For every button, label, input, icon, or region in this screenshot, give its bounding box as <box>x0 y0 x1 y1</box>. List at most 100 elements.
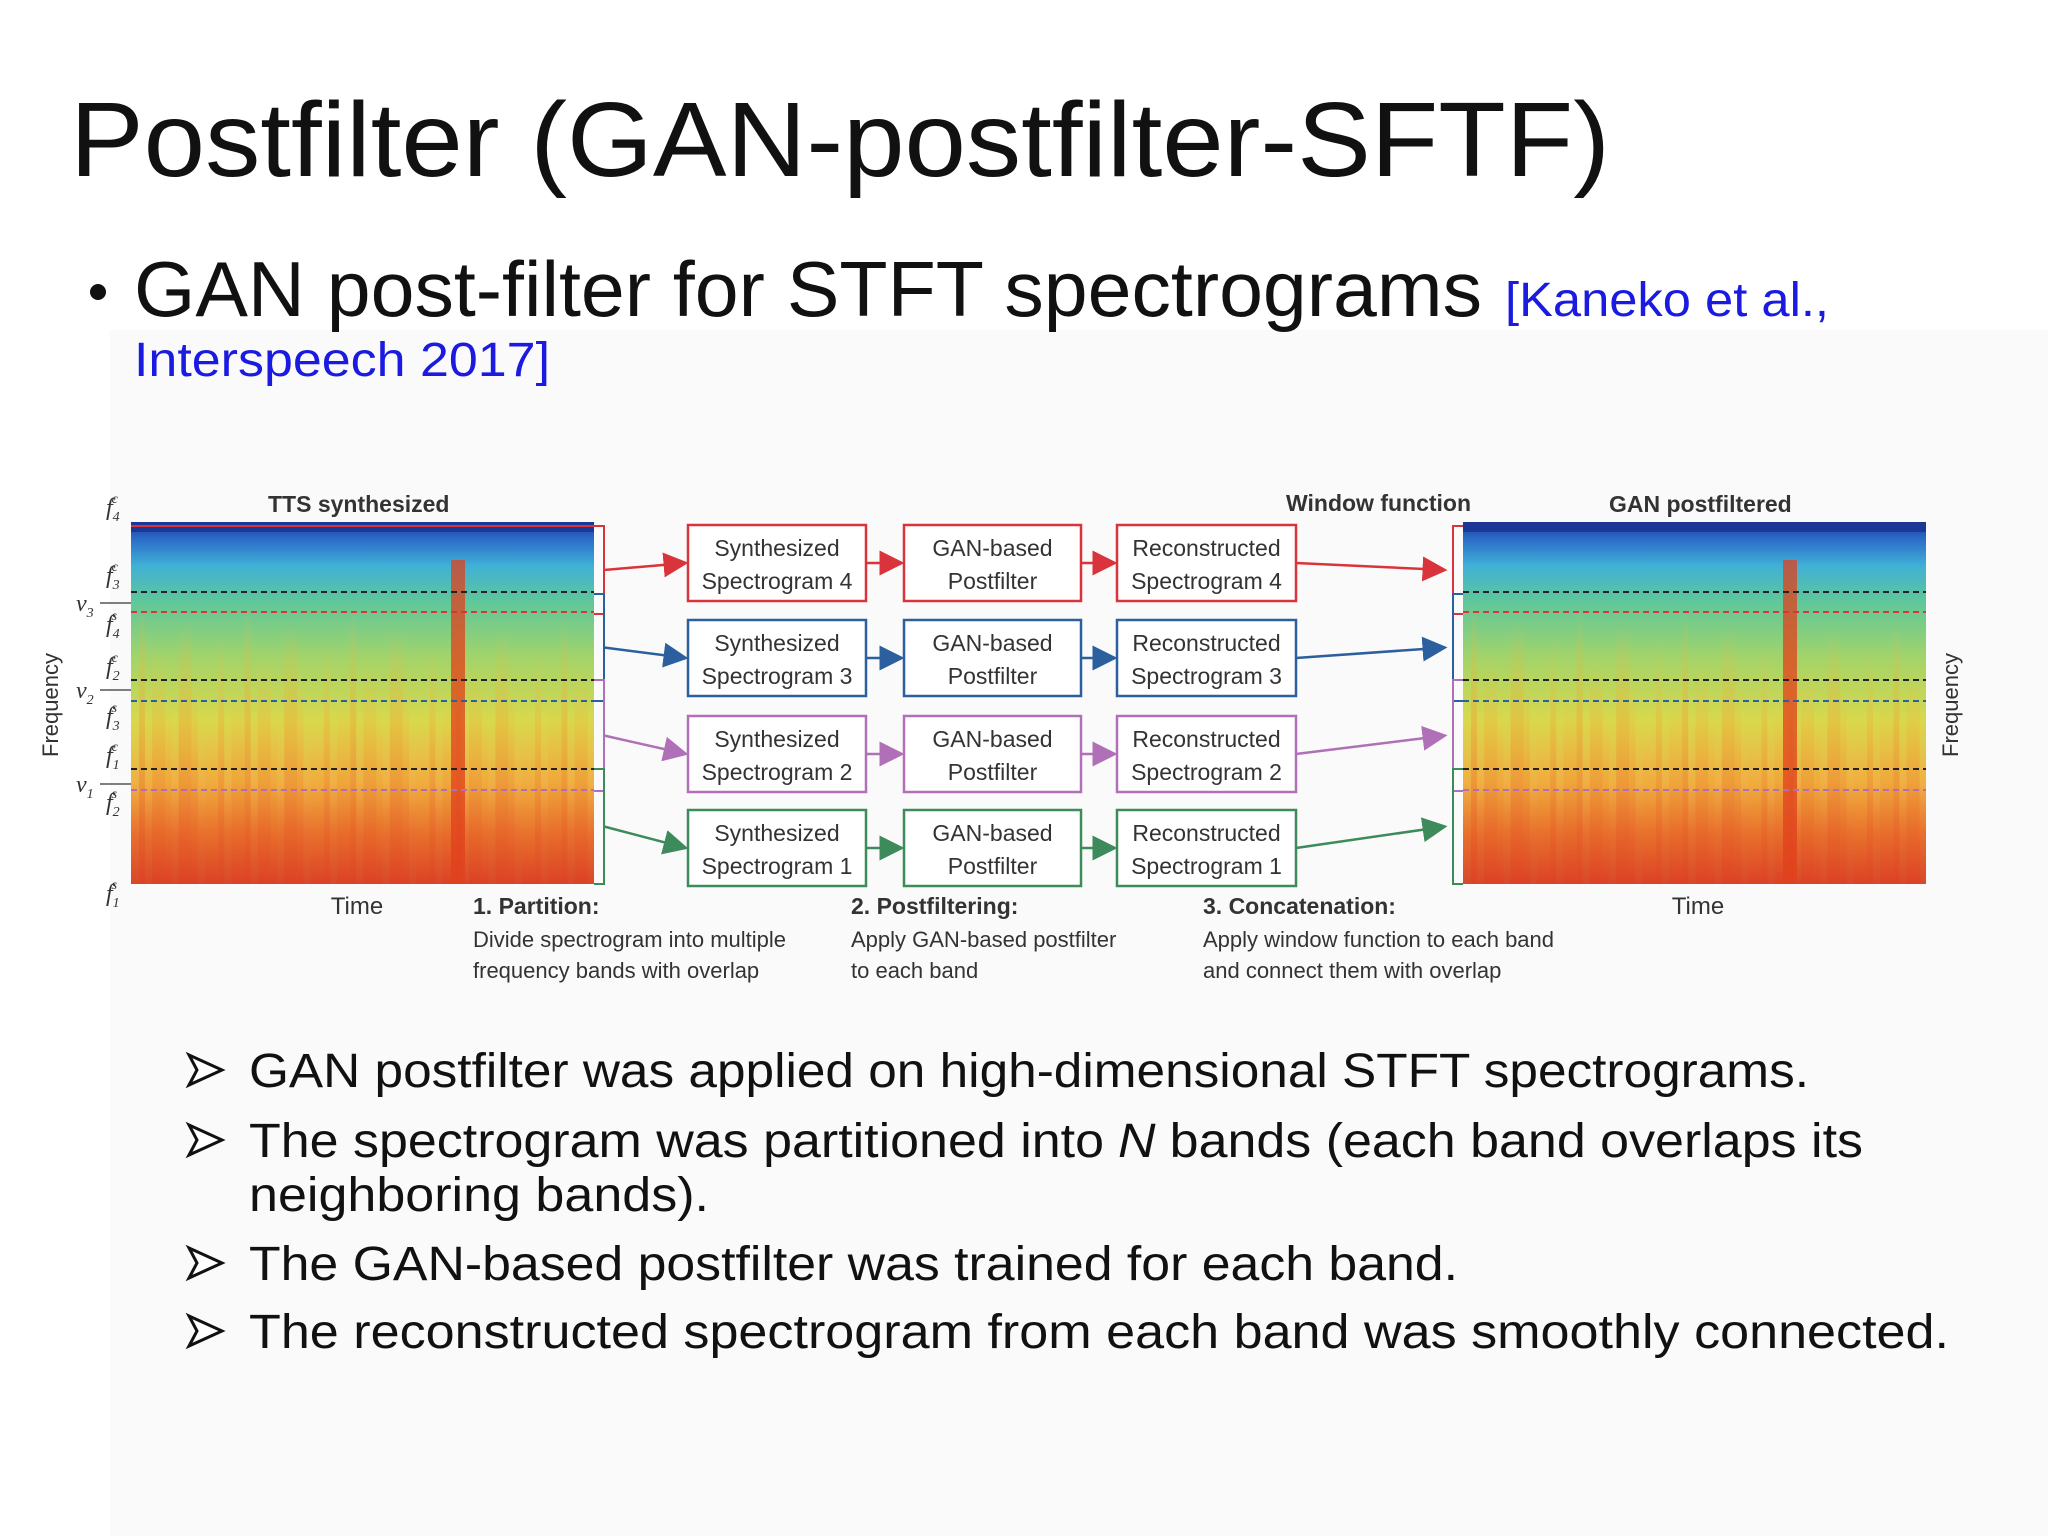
spectrogram-streak <box>535 650 541 884</box>
freq-label: f4 c <box>106 492 120 525</box>
flow-arrow <box>603 552 689 578</box>
freq-base: v <box>76 772 87 798</box>
spectrogram-streak <box>1695 661 1709 884</box>
y-axis-label: Frequency <box>38 653 63 757</box>
spectrogram-streak <box>1603 710 1609 884</box>
freq-base: v <box>76 591 87 617</box>
spectrogram-streak <box>1814 718 1821 884</box>
flow-arrow <box>1295 636 1448 662</box>
box-label: GAN-based <box>932 630 1052 656</box>
freq-sup: c <box>112 651 119 666</box>
y-axis-label: Frequency <box>1938 653 1963 757</box>
freq-label: f2 s <box>106 787 120 820</box>
box-label: GAN-based <box>932 726 1052 752</box>
box-label: Spectrogram 4 <box>702 568 853 594</box>
spectrogram-streak <box>429 646 436 884</box>
spectrogram-streak <box>323 642 330 884</box>
freq-label: f3 c <box>106 560 120 593</box>
spectrogram-streak <box>376 714 383 884</box>
point-marker <box>185 1051 226 1089</box>
spectrogram-streak <box>548 703 562 884</box>
freq-label: f3 s <box>106 701 120 734</box>
spectrogram-streak <box>1655 642 1662 884</box>
point-marker <box>185 1121 226 1159</box>
spectrogram-streak <box>1880 703 1894 884</box>
spectrogram-streak <box>1563 691 1577 884</box>
point-list: GAN postfilter was applied on high-dimen… <box>185 1045 1949 1359</box>
box-label: Synthesized <box>714 630 839 656</box>
box-label: Reconstructed <box>1132 726 1280 752</box>
figure-title: Window function <box>1286 490 1471 516</box>
point-text: The reconstructed spectrogram from each … <box>249 1306 1949 1359</box>
band-bracket <box>1452 593 1463 702</box>
freq-sup: s <box>112 701 118 716</box>
spectrogram-streak <box>1748 733 1762 884</box>
band-bracket <box>1452 768 1463 885</box>
step-text: and connect them with overlap <box>1203 958 1501 983</box>
freq-sup: c <box>112 492 119 507</box>
point-text-part: The spectrogram was partitioned into <box>249 1115 1104 1168</box>
spectrogram-top <box>1463 522 1926 532</box>
freq-label: f1 s <box>106 878 120 911</box>
process-box <box>1115 618 1298 698</box>
spectrogram-streak <box>284 623 298 884</box>
flow-arrow <box>603 642 689 668</box>
spectrogram-streak <box>1550 638 1557 884</box>
point-marker <box>185 1244 226 1282</box>
process-box <box>1115 808 1298 888</box>
box-label: Spectrogram 3 <box>1131 663 1282 689</box>
spectrogram-streak <box>1523 672 1530 884</box>
point-text: GAN postfilter was applied on high-dimen… <box>249 1045 1809 1098</box>
spectrogram-streak <box>1589 657 1603 884</box>
box-label: Synthesized <box>714 820 839 846</box>
freq-sup: s <box>112 878 118 893</box>
spectrogram-streak <box>178 619 192 884</box>
spectrogram-streak <box>1576 604 1583 884</box>
point-italic: N <box>1118 1115 1156 1168</box>
freq-base: f <box>106 563 116 589</box>
spectrogram-streak <box>1537 725 1550 884</box>
box-label: GAN-based <box>932 535 1052 561</box>
spectrogram-streak <box>218 638 225 884</box>
step-text: to each band <box>851 958 978 983</box>
freq-sub: 3 <box>112 578 120 593</box>
spectrogram-streak <box>416 733 430 884</box>
box-label: Spectrogram 4 <box>1131 568 1282 594</box>
freq-sub: 1 <box>113 896 120 911</box>
spectrogram-streak <box>521 737 535 884</box>
spectrogram-streak <box>1853 737 1867 884</box>
spectrogram-streak <box>1735 680 1741 884</box>
spectrogram-streak <box>1708 714 1715 884</box>
spectrogram-streak <box>389 627 403 884</box>
spectrogram-streak <box>574 669 588 884</box>
spectrogram-streak <box>561 616 568 884</box>
bullet-dot <box>90 284 106 300</box>
band-bracket <box>1452 679 1463 792</box>
freq-base: f <box>106 704 116 730</box>
band-bracket <box>1452 525 1463 615</box>
box-label: Spectrogram 3 <box>702 663 853 689</box>
figure: TTS synthesized GAN postfiltered Window fu… <box>38 490 1963 983</box>
freq-sub: 3 <box>86 606 94 621</box>
spectrogram-streak <box>482 718 489 884</box>
citation: [Kaneko et al., <box>1505 274 1829 327</box>
point-text: neighboring bands). <box>249 1169 709 1222</box>
process-box <box>902 618 1083 698</box>
spectrogram-streak <box>1629 676 1636 884</box>
spectrogram-streak <box>139 600 145 884</box>
box-label: Spectrogram 1 <box>702 853 853 879</box>
box-label: Spectrogram 2 <box>1131 759 1282 785</box>
freq-base: f <box>106 743 116 769</box>
box-label: Postfilter <box>948 663 1038 689</box>
point-marker <box>185 1312 226 1350</box>
figure-title: TTS synthesized <box>268 491 449 517</box>
spectrogram-streak <box>244 604 251 884</box>
box-label: Postfilter <box>948 853 1038 879</box>
spectrogram-streak <box>257 657 271 884</box>
spectrogram-streak <box>1867 650 1873 884</box>
box-label: Reconstructed <box>1132 820 1280 846</box>
freq-sup: c <box>112 560 119 575</box>
spectrogram-streak <box>451 560 465 884</box>
box-label: Synthesized <box>714 535 839 561</box>
